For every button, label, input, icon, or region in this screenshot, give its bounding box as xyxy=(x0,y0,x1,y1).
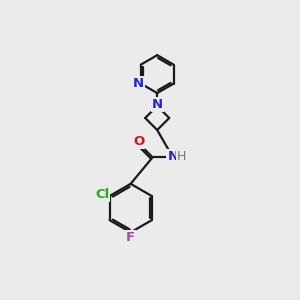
Text: N: N xyxy=(133,77,144,90)
Text: H: H xyxy=(177,150,186,163)
Text: N: N xyxy=(167,150,178,163)
Text: Cl: Cl xyxy=(95,188,109,201)
Text: F: F xyxy=(126,231,135,244)
Text: N: N xyxy=(152,98,163,111)
Text: O: O xyxy=(133,135,144,148)
